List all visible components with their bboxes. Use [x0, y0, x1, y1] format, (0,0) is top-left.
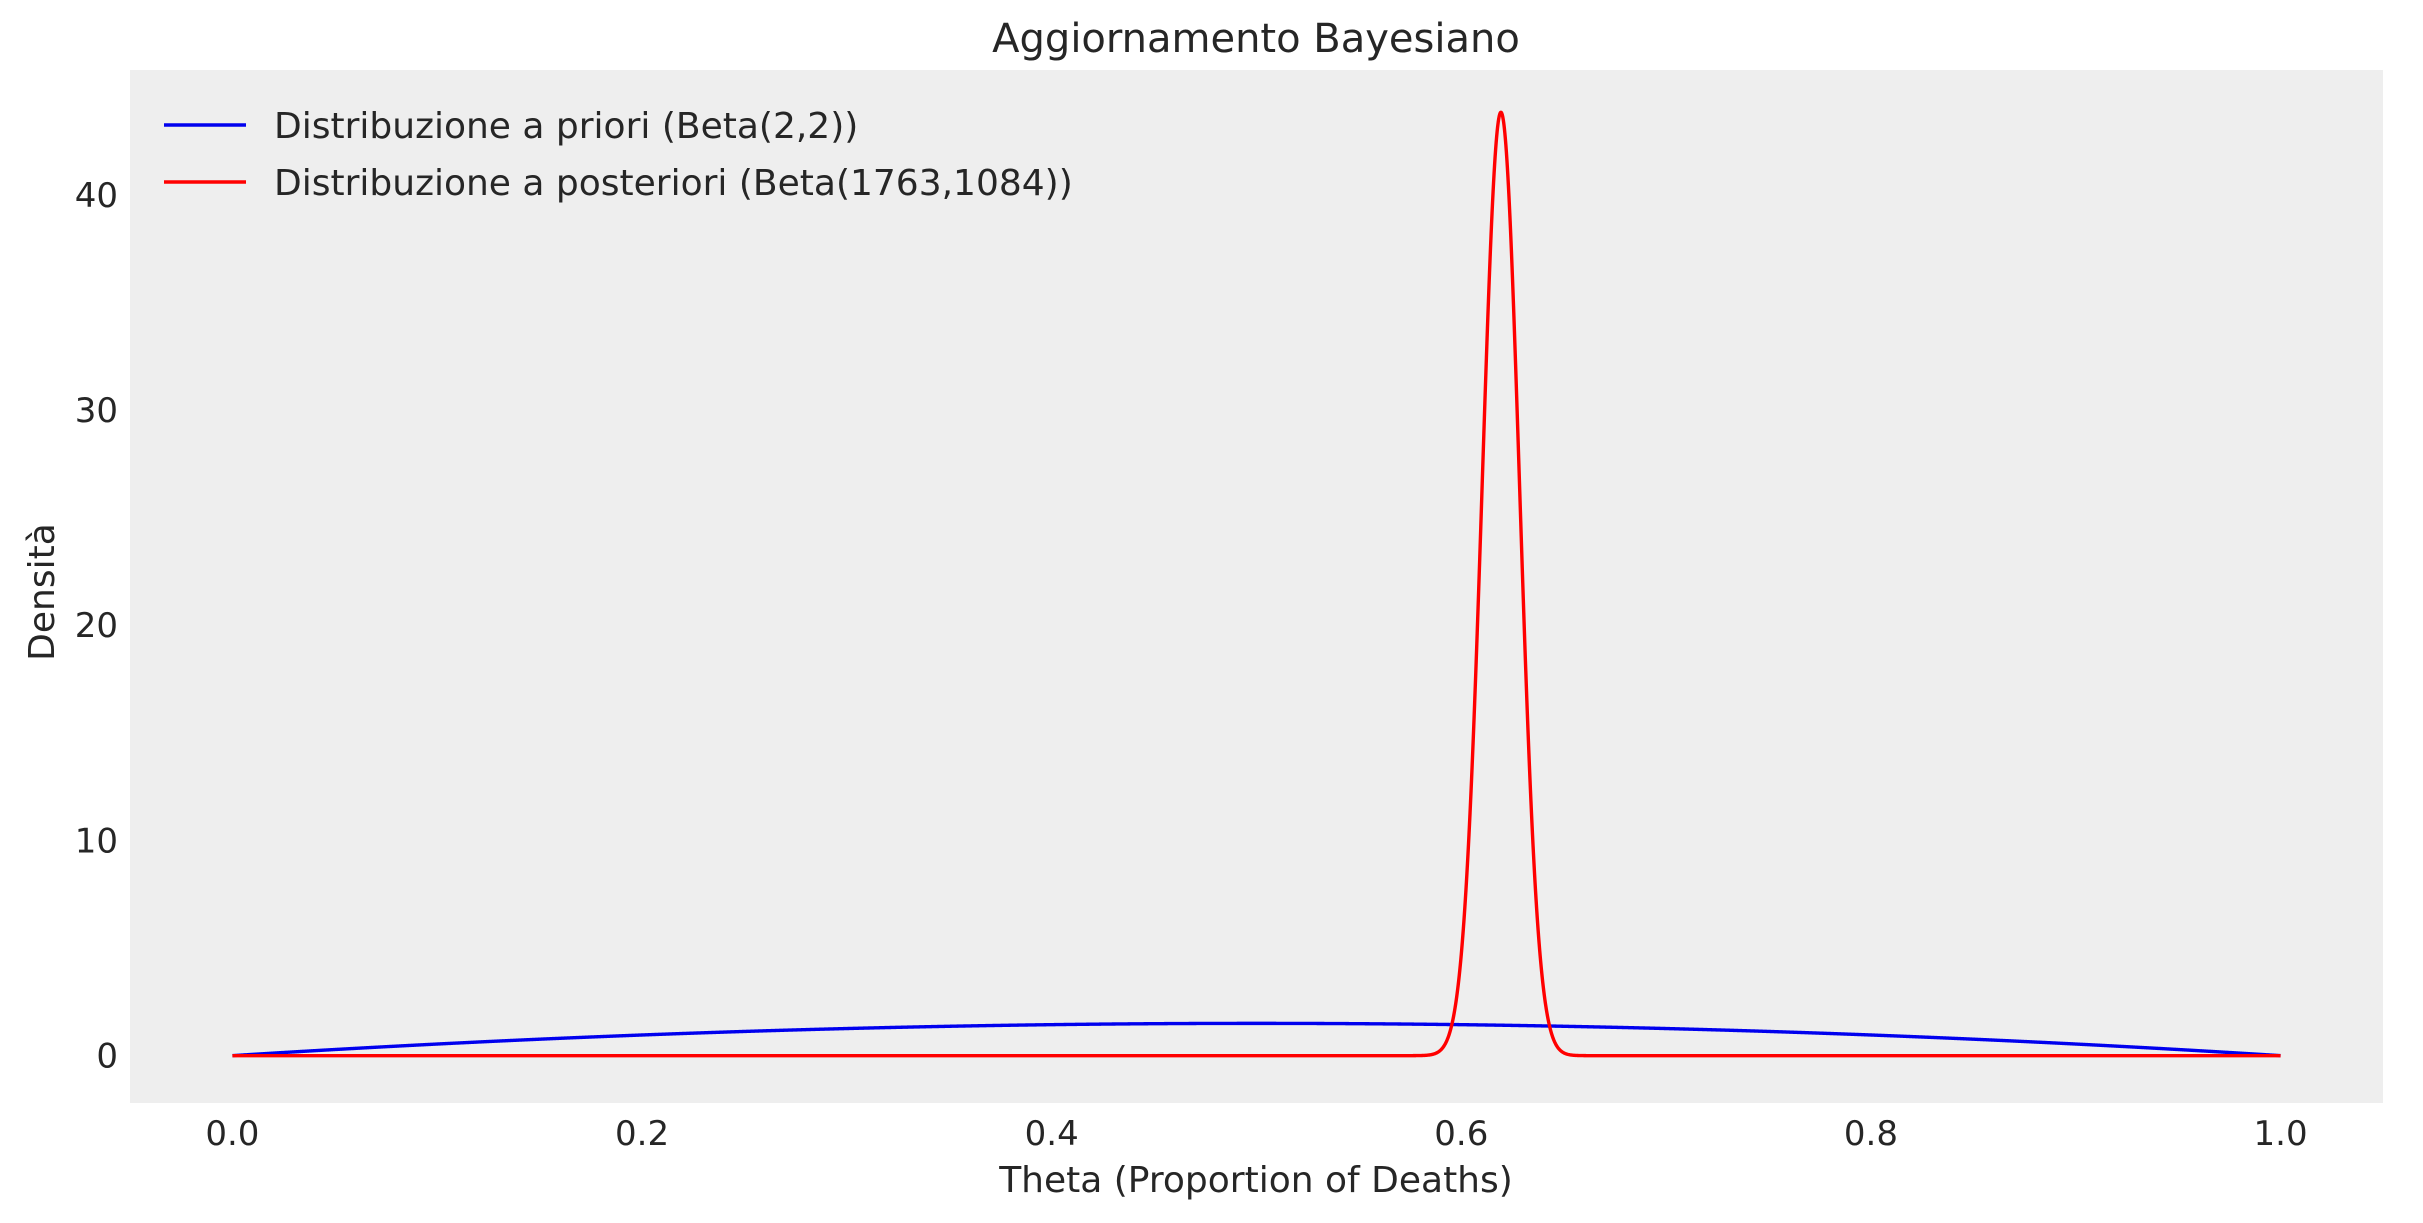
x-tick-label: 0.4 — [1025, 1114, 1079, 1154]
x-tick-label: 0.2 — [615, 1114, 669, 1154]
x-axis: 0.0 0.2 0.4 0.6 0.8 1.0 — [205, 1114, 2307, 1154]
y-tick-label: 20 — [75, 606, 118, 646]
series-line-posterior — [231, 110, 2282, 1058]
x-tick-label: 0.0 — [205, 1114, 259, 1154]
y-tick-label: 30 — [75, 391, 118, 431]
y-axis-label: Densità — [22, 523, 63, 661]
legend-label: Distribuzione a posteriori (Beta(1763,10… — [274, 163, 1073, 204]
series-layer — [231, 110, 2282, 1058]
y-tick-label: 0 — [96, 1037, 118, 1077]
y-tick-label: 10 — [75, 821, 118, 861]
chart-title: Aggiornamento Bayesiano — [992, 16, 1520, 62]
series-line-prior — [231, 1021, 2282, 1058]
legend-label: Distribuzione a priori (Beta(2,2)) — [274, 106, 858, 147]
y-tick-label: 40 — [75, 176, 118, 216]
x-axis-label: Theta (Proportion of Deaths) — [998, 1160, 1513, 1201]
x-tick-label: 1.0 — [2254, 1114, 2308, 1154]
legend: Distribuzione a priori (Beta(2,2)) Distri… — [164, 106, 1073, 204]
plot-area — [130, 70, 2383, 1103]
x-tick-label: 0.8 — [1844, 1114, 1898, 1154]
x-tick-label: 0.6 — [1434, 1114, 1488, 1154]
y-axis: 0 10 20 30 40 — [75, 176, 118, 1077]
